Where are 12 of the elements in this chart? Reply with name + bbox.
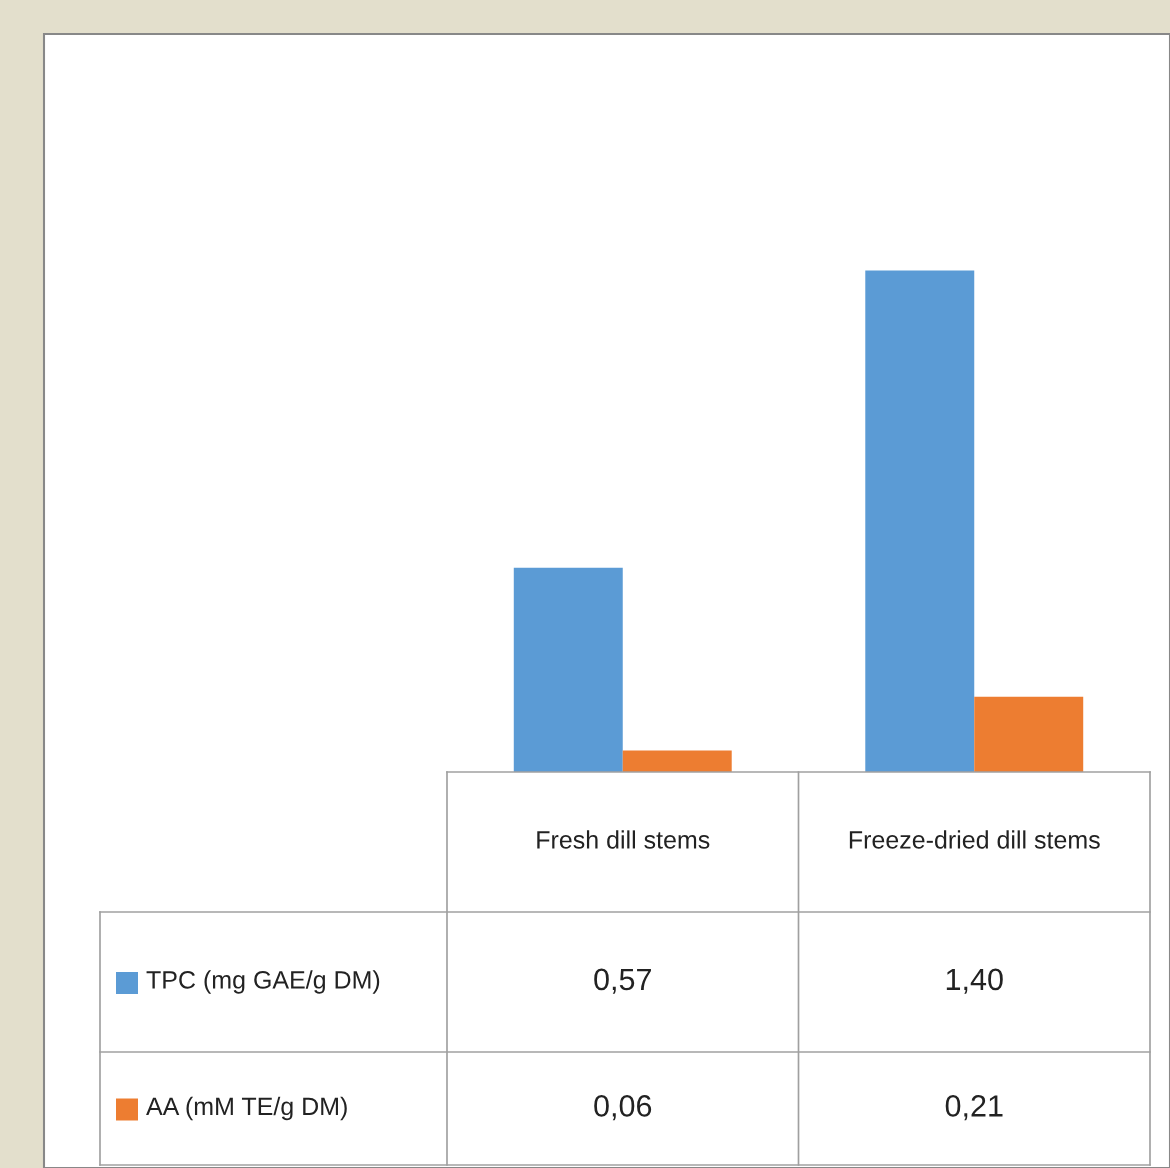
data-label: 1,40 [946,968,1003,994]
legend-label: TPC (mg GAE/g DM) [146,970,380,994]
legend-label: AA (mM TE/g DM) [146,1096,347,1121]
data-label: 0,57 [594,968,651,994]
bar [622,750,732,772]
x-tick-label: Fresh dill stems [537,830,710,849]
bar [974,696,1084,772]
x-tick-label: Freeze-dried dill stems [849,830,1100,849]
bar [513,567,623,772]
data-label: 0,21 [945,1095,1003,1121]
bar [865,270,975,772]
data-label: 0,06 [594,1095,652,1121]
